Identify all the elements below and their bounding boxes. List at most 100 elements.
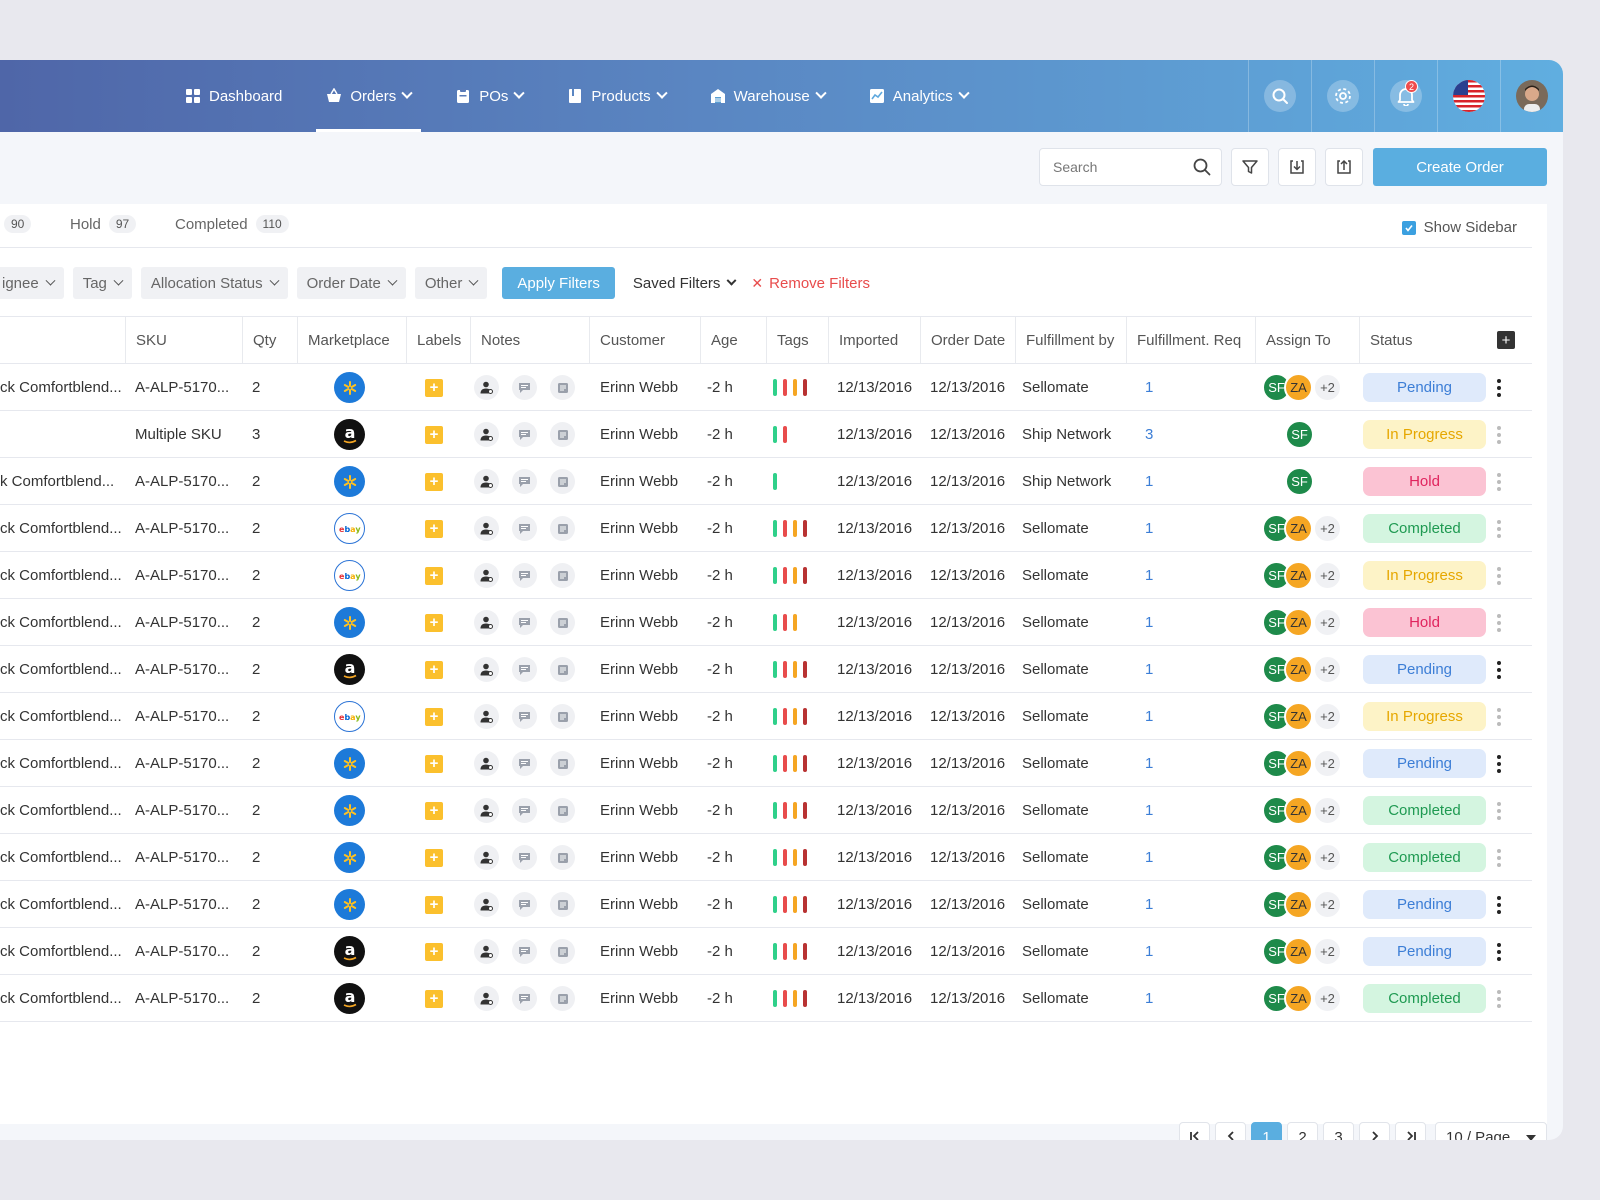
row-menu-button[interactable] [1497,599,1501,646]
search-box[interactable] [1039,148,1222,186]
labels[interactable]: + [425,364,443,411]
row-menu-button[interactable] [1497,693,1501,740]
table-row[interactable]: k Comfortblend... A-ALP-5170... 2 + Erinn We… [0,458,1532,505]
status-badge[interactable]: Hold [1363,467,1486,496]
assignee-avatar[interactable]: ZA [1284,984,1313,1013]
column-header-imported[interactable]: Imported [828,317,920,363]
product-name[interactable]: ck Comfortblend... [0,708,122,725]
add-label-icon[interactable]: + [425,613,443,632]
fulfillment-req-link[interactable]: 1 [1145,896,1154,913]
column-header-assign-to[interactable]: Assign To [1255,317,1359,363]
table-row[interactable]: Multiple SKU 3 a + Erinn Webb -2 h 12/13/2016 1… [0,411,1532,458]
add-label-icon[interactable]: + [425,378,443,397]
fulfillment-req-link[interactable]: 1 [1145,990,1154,1007]
row-menu-button[interactable] [1497,928,1501,975]
table-row[interactable]: ck Comfortblend... A-ALP-5170... 2 + Erinn W… [0,364,1532,411]
add-label-icon[interactable]: + [425,848,443,867]
column-header-fulfillment-req[interactable]: Fulfillment. Req [1126,317,1255,363]
filter-allocation-status[interactable]: Allocation Status [140,267,288,299]
column-header-notes[interactable]: Notes [470,317,589,363]
table-row[interactable]: ck Comfortblend... A-ALP-5170... 2 + Erinn W… [0,787,1532,834]
row-menu-button[interactable] [1497,787,1501,834]
table-row[interactable]: ck Comfortblend... A-ALP-5170... 2 + Erinn W… [0,881,1532,928]
labels[interactable]: + [425,787,443,834]
column-header-marketplace[interactable]: Marketplace [297,317,406,363]
chat-icon[interactable] [512,751,537,776]
row-menu-button[interactable] [1497,458,1501,505]
row-menu-button[interactable] [1497,834,1501,881]
user-note-icon[interactable] [474,610,499,635]
status-badge[interactable]: Pending [1363,655,1486,684]
first-page-button[interactable] [1179,1122,1210,1140]
labels[interactable]: + [425,458,443,505]
document-icon[interactable] [550,563,575,588]
fulfillment-req-link[interactable]: 3 [1145,426,1154,443]
nav-item-pos[interactable]: POs [445,60,533,132]
page-button[interactable]: 3 [1323,1122,1354,1140]
fulfillment-req-link[interactable]: 1 [1145,567,1154,584]
fulfillment-req-link[interactable]: 1 [1145,849,1154,866]
document-icon[interactable] [550,751,575,776]
status-badge[interactable]: Pending [1363,937,1486,966]
more-assignees[interactable]: +2 [1313,702,1342,731]
labels[interactable]: + [425,411,443,458]
more-assignees[interactable]: +2 [1313,561,1342,590]
user-note-icon[interactable] [474,751,499,776]
more-assignees[interactable]: +2 [1313,514,1342,543]
search-input[interactable] [1053,159,1193,175]
page-button[interactable]: 2 [1287,1122,1318,1140]
show-sidebar-toggle[interactable]: Show Sidebar [1401,219,1517,236]
remove-filters-button[interactable]: ✕ Remove Filters [751,275,870,292]
assignee-avatar[interactable]: ZA [1284,796,1313,825]
fulfillment-req-link[interactable]: 1 [1145,614,1154,631]
row-menu-button[interactable] [1497,364,1501,411]
labels[interactable]: + [425,928,443,975]
labels[interactable]: + [425,740,443,787]
apply-filters-button[interactable]: Apply Filters [502,267,615,299]
profile-button[interactable] [1500,60,1563,132]
labels[interactable]: + [425,552,443,599]
product-name[interactable]: ck Comfortblend... [0,755,122,772]
document-icon[interactable] [550,798,575,823]
last-page-button[interactable] [1395,1122,1426,1140]
product-name[interactable]: k Comfortblend... [0,473,115,490]
status-badge[interactable]: Completed [1363,843,1486,872]
status-badge[interactable]: In Progress [1363,702,1486,731]
labels[interactable]: + [425,646,443,693]
column-header-status[interactable]: Status [1359,317,1490,363]
product-name[interactable]: ck Comfortblend... [0,379,122,396]
labels[interactable]: + [425,693,443,740]
product-name[interactable]: ck Comfortblend... [0,943,122,960]
column-header-customer[interactable]: Customer [589,317,700,363]
language-button[interactable] [1437,60,1500,132]
settings-button[interactable] [1311,60,1374,132]
column-header-sku[interactable]: SKU [125,317,242,363]
next-page-button[interactable] [1359,1122,1390,1140]
add-label-icon[interactable]: + [425,895,443,914]
labels[interactable]: + [425,881,443,928]
product-name[interactable]: ck Comfortblend... [0,567,122,584]
chat-icon[interactable] [512,563,537,588]
table-row[interactable]: ck Comfortblend... A-ALP-5170... 2 + Erinn W… [0,599,1532,646]
chat-icon[interactable] [512,516,537,541]
table-row[interactable]: ck Comfortblend... A-ALP-5170... 2 a + Erinn … [0,975,1532,1022]
download-button[interactable] [1278,148,1316,186]
product-name[interactable]: ck Comfortblend... [0,896,122,913]
nav-item-orders[interactable]: Orders [316,60,422,132]
user-note-icon[interactable] [474,798,499,823]
column-header-tags[interactable]: Tags [766,317,828,363]
document-icon[interactable] [550,986,575,1011]
product-name[interactable]: ck Comfortblend... [0,849,122,866]
labels[interactable]: + [425,505,443,552]
user-note-icon[interactable] [474,375,499,400]
labels[interactable]: + [425,975,443,1022]
user-note-icon[interactable] [474,845,499,870]
add-label-icon[interactable]: + [425,942,443,961]
assignee-avatar[interactable]: ZA [1284,937,1313,966]
nav-item-analytics[interactable]: Analytics [859,60,978,132]
status-badge[interactable]: In Progress [1363,561,1486,590]
filter-assignee[interactable]: ignee [0,267,64,299]
status-badge[interactable]: Pending [1363,890,1486,919]
fulfillment-req-link[interactable]: 1 [1145,473,1154,490]
document-icon[interactable] [550,939,575,964]
